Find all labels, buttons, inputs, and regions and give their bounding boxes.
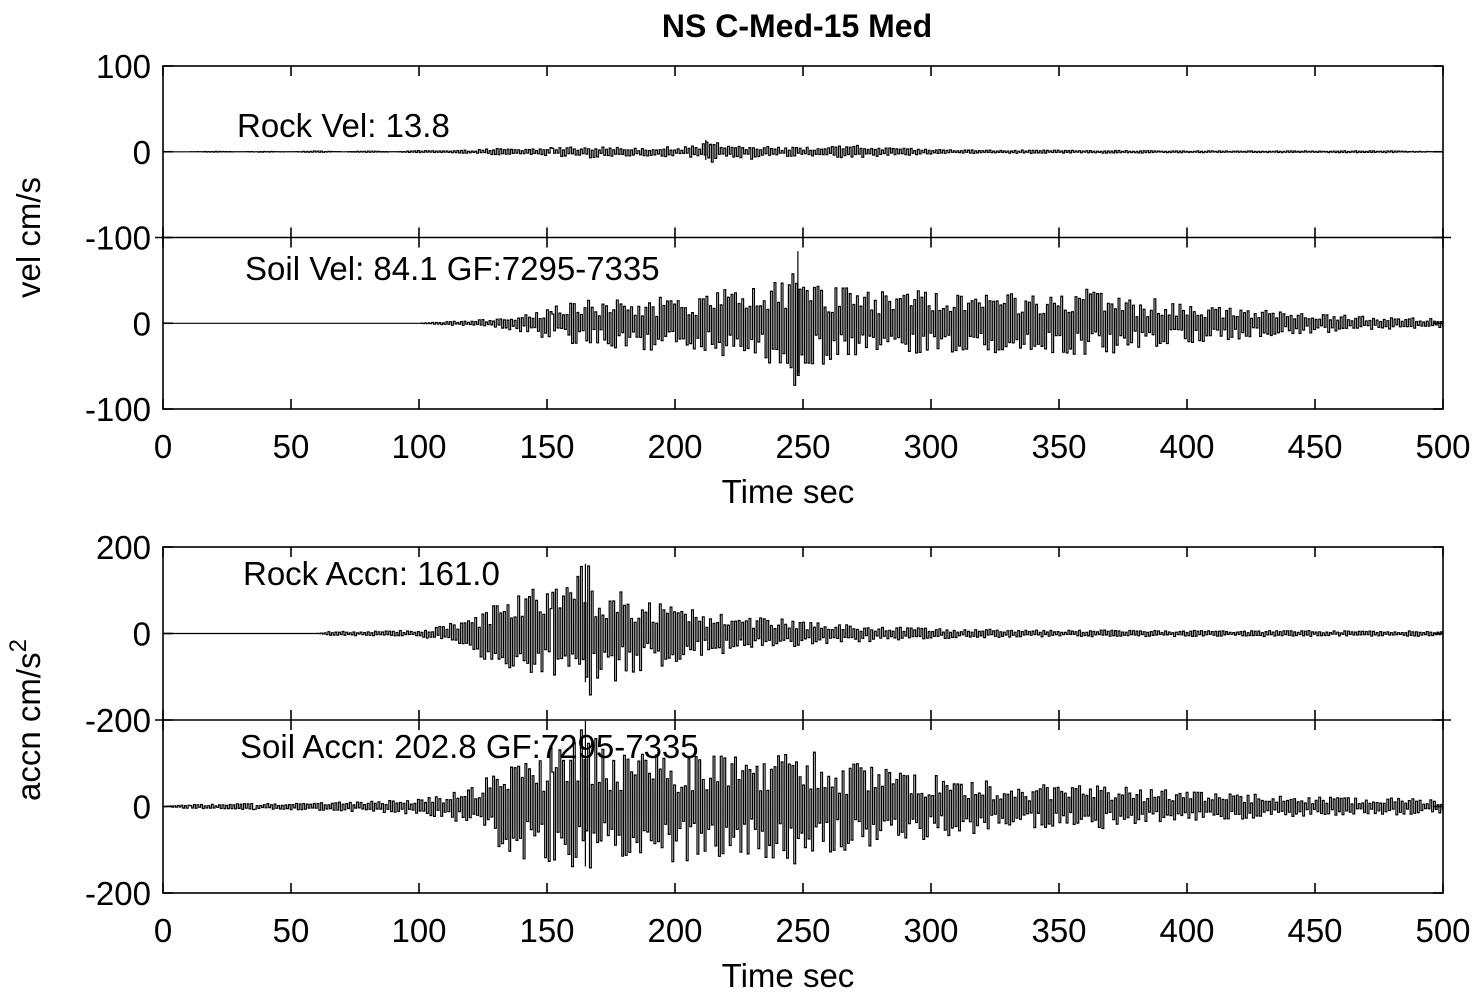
traces-layer — [163, 139, 1444, 869]
x-tick-label: 250 — [775, 912, 830, 949]
x-tick-label: 250 — [775, 428, 830, 465]
y-tick-label: 200 — [96, 529, 151, 566]
series-trace-0-0 — [163, 141, 1444, 163]
series-annotation-0-0: Rock Vel: 13.8 — [237, 107, 450, 144]
x-tick-label: 200 — [647, 912, 702, 949]
figure-title: NS C-Med-15 Med — [662, 8, 932, 44]
y-tick-label: 0 — [133, 789, 151, 826]
x-tick-label: 400 — [1159, 428, 1214, 465]
y-tick-label: -200 — [85, 702, 151, 739]
x-tick-label: 150 — [519, 428, 574, 465]
x-tick-label: 350 — [1031, 428, 1086, 465]
x-tick-label: 50 — [273, 428, 310, 465]
x-tick-label: 500 — [1415, 428, 1470, 465]
x-tick-label: 100 — [391, 912, 446, 949]
x-tick-label: 150 — [519, 912, 574, 949]
y-tick-label: 0 — [133, 616, 151, 653]
labels-layer: Rock Vel: 13.8 Soil Vel: 84.1 GF:7295-733… — [5, 48, 1471, 994]
x-tick-label: 450 — [1287, 428, 1342, 465]
x-axis-title-1: Time sec — [722, 957, 855, 994]
y-axis-title-0: vel cm/s — [10, 177, 47, 298]
y-tick-label: -100 — [85, 391, 151, 428]
axes-layer — [155, 65, 1451, 894]
x-tick-label: 0 — [154, 912, 172, 949]
series-trace-0-1 — [163, 273, 1444, 386]
x-tick-label: 450 — [1287, 912, 1342, 949]
x-tick-label: 300 — [903, 912, 958, 949]
y-axis-title-text: vel cm/s — [10, 177, 47, 298]
x-tick-label: 200 — [647, 428, 702, 465]
series-annotation-1-1: Soil Accn: 202.8 GF:7295-7335 — [240, 728, 699, 765]
x-tick-label: 400 — [1159, 912, 1214, 949]
y-tick-label: -200 — [85, 875, 151, 912]
x-tick-label: 50 — [273, 912, 310, 949]
x-tick-label: 350 — [1031, 912, 1086, 949]
y-tick-label: 100 — [96, 48, 151, 85]
series-annotation-1-0: Rock Accn: 161.0 — [243, 555, 500, 592]
y-axis-title-1: accn cm/s2 — [5, 639, 47, 801]
x-tick-label: 100 — [391, 428, 446, 465]
y-tick-label: 0 — [133, 305, 151, 342]
y-axis-title-superscript: 2 — [5, 639, 32, 652]
y-tick-label: 0 — [133, 134, 151, 171]
x-tick-label: 300 — [903, 428, 958, 465]
series-trace-1-0 — [163, 565, 1444, 696]
x-axis-title-0: Time sec — [722, 473, 855, 510]
series-trace-1-1 — [163, 729, 1444, 869]
series-annotation-0-1: Soil Vel: 84.1 GF:7295-7335 — [245, 250, 660, 287]
y-tick-label: -100 — [85, 220, 151, 257]
y-axis-title-text: accn cm/s — [10, 652, 47, 801]
x-tick-label: 500 — [1415, 912, 1470, 949]
x-tick-label: 0 — [154, 428, 172, 465]
